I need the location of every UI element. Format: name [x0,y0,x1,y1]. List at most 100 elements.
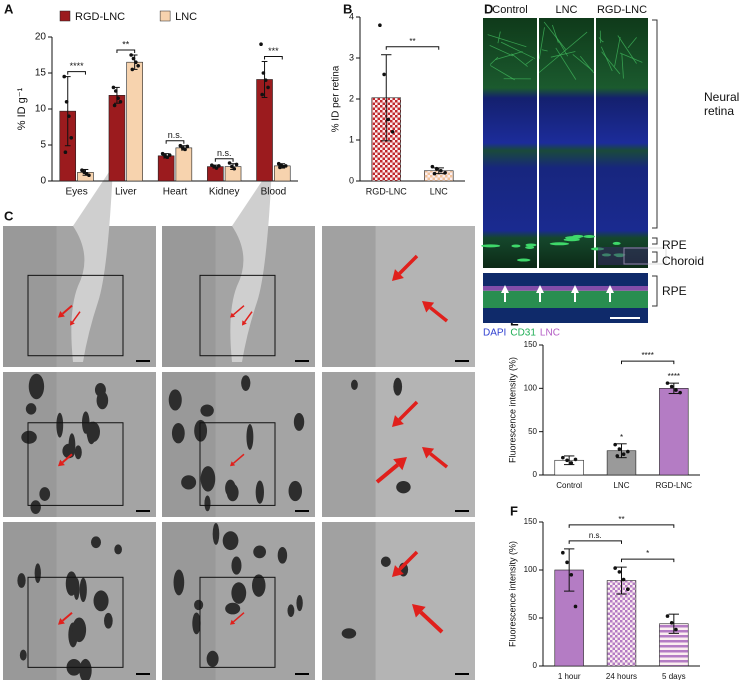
melanosome [222,531,239,551]
data-point [260,92,265,97]
melanosome [241,375,251,391]
data-point [565,458,569,463]
data-point [573,457,578,462]
y-tick-label: 5 [40,140,46,151]
data-point [278,165,282,170]
vessel [525,58,533,65]
arrow-head [58,459,65,467]
chart: 0 1 2 3 4 % ID per retina RGD-LNC LNC ** [331,11,465,196]
melanosome [25,403,37,415]
panel-label: C [4,208,14,223]
melanosome [296,594,303,612]
vessel [538,27,545,60]
data-point [217,164,221,168]
data-point [259,42,263,46]
vessel [552,24,559,43]
melanosome [74,445,82,460]
data-point [565,560,569,565]
vessel [538,31,588,73]
inset-arrow-head [606,285,614,293]
comparison-label: n.s. [589,531,602,540]
bar-label: * [620,433,623,442]
y-tick-label: 15 [35,68,47,79]
data-point [116,96,120,100]
arrow [232,305,245,316]
y-tick-label: 0 [40,176,46,187]
arrow [398,400,419,421]
bar-label: **** [668,372,680,381]
bar [659,388,689,476]
data-point [665,381,670,385]
vessel [600,46,613,72]
melanosome [288,480,303,502]
data-point [160,151,165,156]
data-point [63,150,68,154]
melanosome [212,522,220,545]
significance-label: n.s. [217,148,232,158]
data-point [569,461,574,465]
lumen [71,166,113,362]
arrow [398,254,419,275]
data-point [283,164,288,168]
data-point [67,114,71,118]
vessel [497,31,501,44]
arrow-head [230,461,236,467]
vessel [619,52,643,63]
data-point [386,117,391,122]
texture [3,522,57,680]
data-point [669,621,674,625]
arrow-head [58,311,65,318]
vessel [601,51,621,75]
lumen [230,166,272,362]
data-point [232,166,237,171]
melanosome [351,379,358,390]
layer-label: RPE [662,238,687,252]
inset-arrow-head [571,285,579,293]
melanosome [19,649,27,661]
fluorescence-image [539,18,594,268]
x-tick-label: LNC [613,481,629,490]
data-point [167,153,172,157]
inset-box [598,247,648,265]
arrow [72,311,81,323]
zoom-box [27,422,124,506]
melanosome [171,423,185,444]
data-point [561,455,565,460]
melanosome [192,612,201,635]
vessel [579,55,595,74]
melanosome [231,582,247,604]
vessel [481,244,501,248]
vessel [572,234,584,238]
data-point [432,171,437,176]
x-tick-label: LNC [430,186,449,196]
vessel [489,56,499,65]
melanosome [79,577,87,603]
melanosome [72,617,87,643]
melanosome [380,556,391,567]
data-point [266,85,270,90]
melanosome [181,475,197,490]
data-point [626,587,630,591]
legend-label: LNC [175,11,197,23]
vessel [525,245,535,249]
data-point [439,168,443,173]
column-label: LNC [555,4,577,16]
significance-label: n.s. [168,130,183,140]
arrow-head [392,269,404,281]
significance-label: ** [122,39,130,49]
y-tick-label: 150 [524,340,538,349]
data-point [626,449,630,454]
significance-bracket [264,55,283,60]
data-point [113,89,118,93]
vessel [541,49,548,52]
arrow-head [70,320,75,326]
bar [108,95,126,182]
zoom-box [27,576,124,668]
y-axis-label: % ID per retina [331,65,342,132]
melanosome [93,590,109,612]
melanosome [168,389,182,411]
inset-band [483,286,648,291]
melanosome [30,500,41,515]
layer-bracket [652,275,658,307]
comparison-bracket [385,46,440,50]
